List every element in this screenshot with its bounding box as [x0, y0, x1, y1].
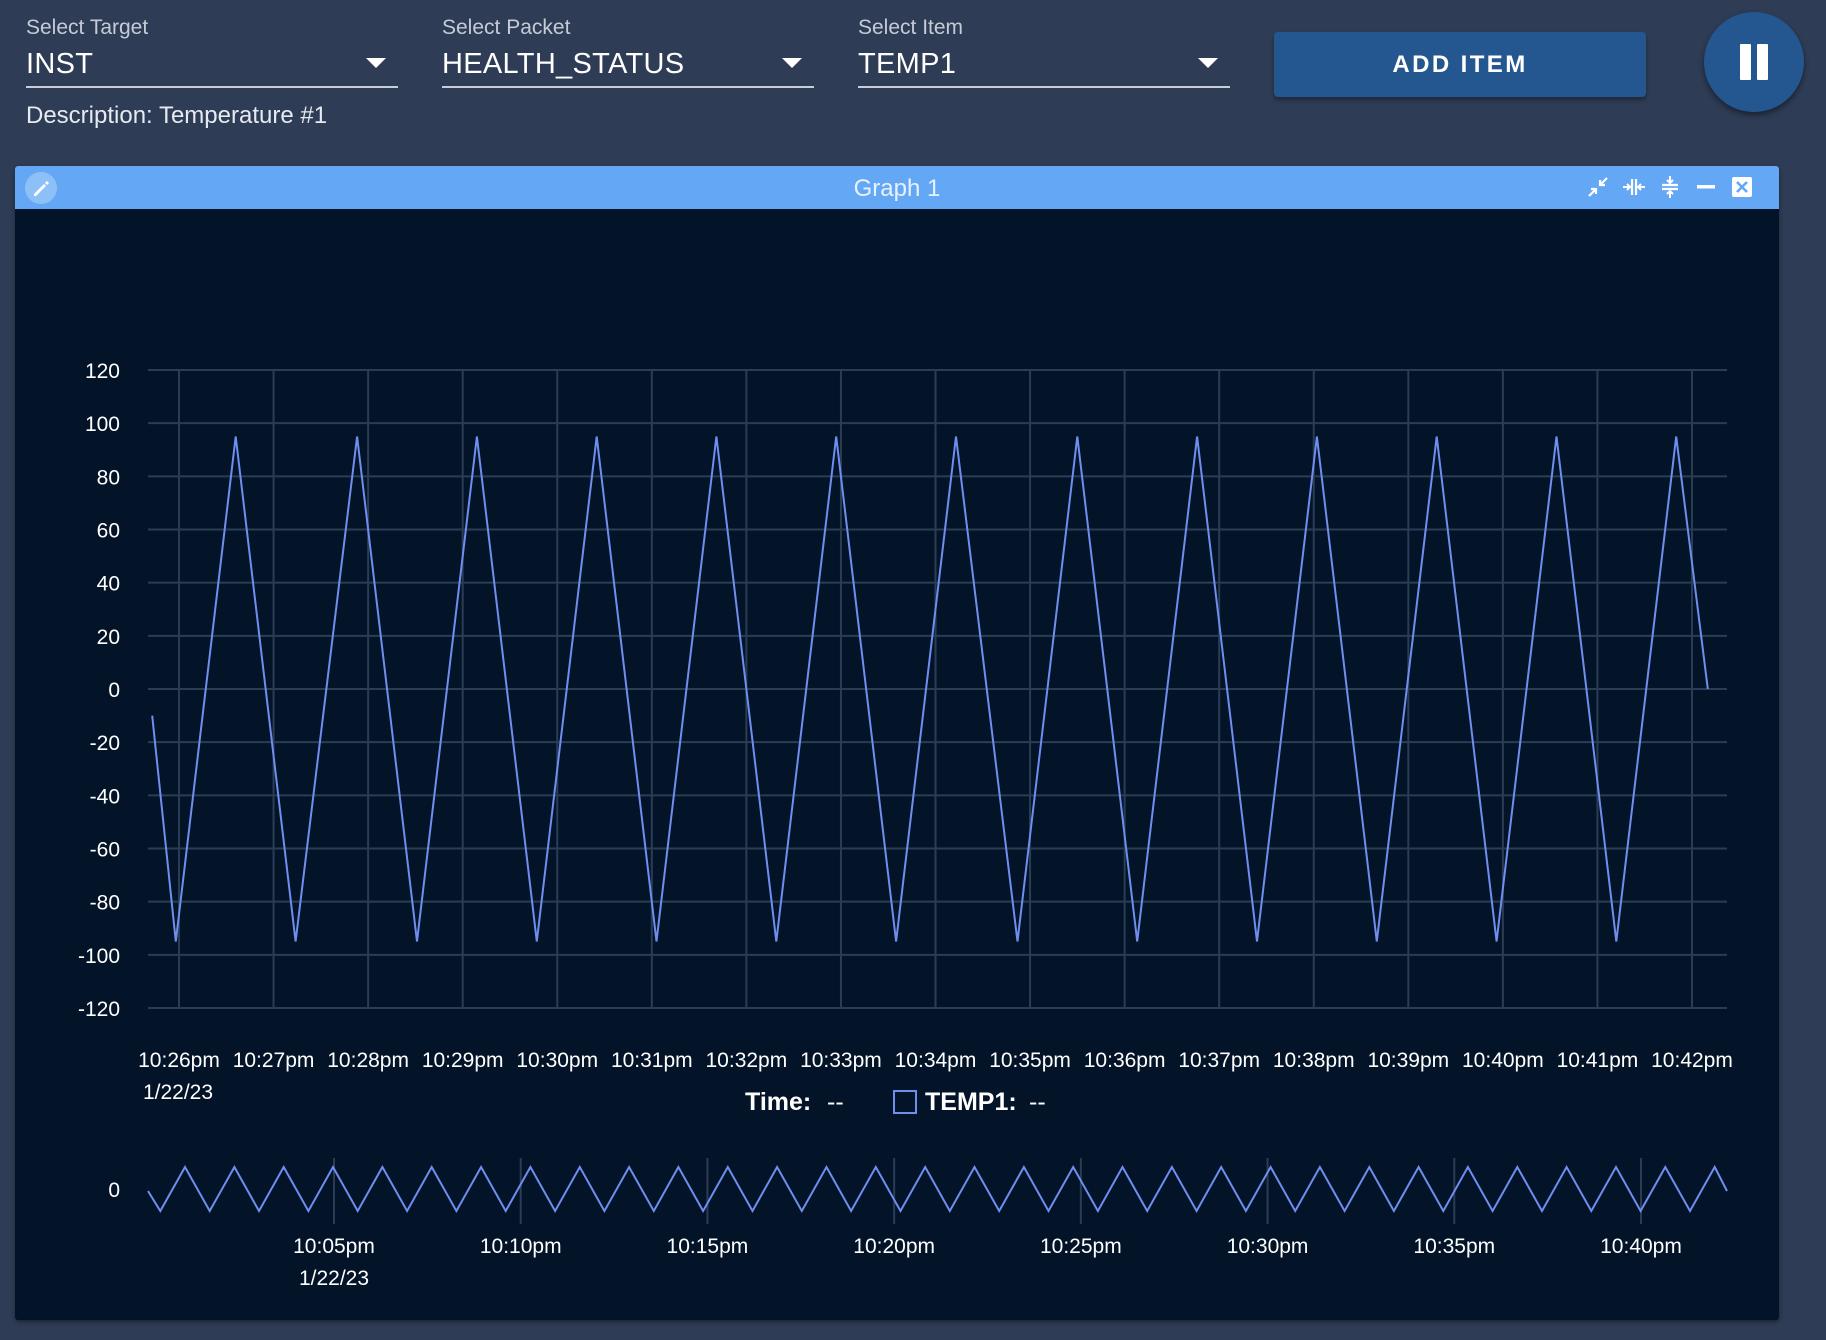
- pause-button[interactable]: [1704, 12, 1804, 112]
- overview-x-tick-label: 10:15pm: [667, 1235, 749, 1258]
- x-tick-label: 10:30pm: [516, 1049, 598, 1072]
- select-item[interactable]: Select Item TEMP1: [858, 14, 1230, 88]
- x-tick-label: 10:27pm: [233, 1049, 315, 1072]
- minimize-icon[interactable]: [1693, 174, 1719, 200]
- x-tick-label: 10:41pm: [1557, 1049, 1639, 1072]
- legend-series-label: TEMP1:: [925, 1088, 1017, 1116]
- x-tick-label: 10:29pm: [422, 1049, 504, 1072]
- add-item-button[interactable]: ADD ITEM: [1274, 32, 1646, 97]
- x-tick-label: 10:40pm: [1462, 1049, 1544, 1072]
- select-underline: [442, 86, 814, 88]
- edit-graph-button[interactable]: [25, 172, 57, 204]
- x-tick-label: 10:28pm: [327, 1049, 409, 1072]
- select-packet-value[interactable]: HEALTH_STATUS: [442, 48, 685, 80]
- overview-x-tick-label: 10:20pm: [853, 1235, 935, 1258]
- chevron-down-icon[interactable]: [782, 58, 802, 68]
- x-tick-label: 10:33pm: [800, 1049, 882, 1072]
- legend-time-value: --: [827, 1088, 844, 1116]
- select-underline: [858, 86, 1230, 88]
- y-tick-label: 60: [97, 520, 120, 543]
- x-tick-label: 10:42pm: [1651, 1049, 1733, 1072]
- y-tick-label: 0: [108, 679, 120, 702]
- main-chart[interactable]: 120 100 80 60 40 20 0 -20 -40 -60 -80 -100 -120 10:2…: [15, 209, 1779, 1109]
- chevron-down-icon[interactable]: [366, 58, 386, 68]
- select-target[interactable]: Select Target INST: [26, 14, 398, 88]
- x-tick-label: 10:32pm: [706, 1049, 788, 1072]
- x-tick-label: 10:26pm: [138, 1049, 220, 1072]
- y-tick-label: 100: [85, 413, 120, 436]
- graph-title: Graph 1: [853, 175, 941, 202]
- select-underline: [26, 86, 398, 88]
- overview-x-tick-label: 10:10pm: [480, 1235, 562, 1258]
- close-icon[interactable]: [1729, 174, 1755, 200]
- y-tick-label: 20: [97, 626, 120, 649]
- graph-panel: Graph 1 120 100 80 60 40 20 0 -20 -40: [15, 166, 1779, 1320]
- y-tick-label: 40: [97, 573, 120, 596]
- x-axis: 10:26pm 10:27pm 10:28pm 10:29pm 10:30pm 10:31…: [138, 1049, 1733, 1104]
- expand-height-icon[interactable]: [1657, 174, 1683, 200]
- y-tick-label: -100: [78, 945, 120, 968]
- graph-header: Graph 1: [15, 166, 1779, 209]
- overview-x-tick-label: 10:05pm: [293, 1235, 375, 1258]
- overview-series-line: [147, 1164, 1728, 1214]
- x-tick-label: 10:31pm: [611, 1049, 693, 1072]
- chevron-down-icon[interactable]: [1198, 58, 1218, 68]
- pencil-icon: [34, 181, 49, 196]
- expand-width-icon[interactable]: [1621, 174, 1647, 200]
- chart-grid: [148, 369, 1727, 1009]
- legend-series-value: --: [1029, 1088, 1046, 1116]
- select-target-label: Select Target: [26, 16, 149, 39]
- overview-chart[interactable]: 0 10:05pm 10:10pm 10:15pm 10:20pm 10:25pm 10:…: [15, 1136, 1779, 1316]
- x-tick-label: 10:36pm: [1084, 1049, 1166, 1072]
- y-tick-label: -120: [78, 998, 120, 1021]
- pause-icon: [1740, 44, 1751, 80]
- overview-x-tick-label: 10:35pm: [1413, 1235, 1495, 1258]
- select-packet[interactable]: Select Packet HEALTH_STATUS: [442, 14, 814, 88]
- chart-legend: Time: -- TEMP1: --: [15, 1088, 1779, 1118]
- y-tick-label: 120: [85, 360, 120, 383]
- item-description: Description: Temperature #1: [26, 102, 328, 129]
- x-date-label: 1/22/23: [143, 1081, 213, 1104]
- y-tick-label: -20: [90, 732, 120, 755]
- select-packet-label: Select Packet: [442, 16, 571, 39]
- y-axis: 120 100 80 60 40 20 0 -20 -40 -60 -80 -100 -120: [78, 360, 120, 1021]
- select-target-value[interactable]: INST: [26, 48, 94, 80]
- x-tick-label: 10:34pm: [895, 1049, 977, 1072]
- overview-x-date-label: 1/22/23: [299, 1267, 369, 1290]
- overview-y-axis: 0: [108, 1179, 120, 1202]
- overview-x-tick-label: 10:40pm: [1600, 1235, 1682, 1258]
- x-tick-label: 10:38pm: [1273, 1049, 1355, 1072]
- overview-y-tick-label: 0: [108, 1179, 120, 1202]
- overview-x-axis: 10:05pm 10:10pm 10:15pm 10:20pm 10:25pm 10:30…: [293, 1235, 1682, 1290]
- select-item-label: Select Item: [858, 16, 964, 39]
- collapse-icon[interactable]: [1585, 174, 1611, 200]
- pause-icon: [1757, 44, 1768, 80]
- legend-series-swatch[interactable]: [893, 1090, 917, 1114]
- y-tick-label: 80: [97, 466, 120, 489]
- legend-time-label: Time:: [745, 1088, 812, 1116]
- y-tick-label: -40: [90, 785, 120, 808]
- x-tick-label: 10:35pm: [989, 1049, 1071, 1072]
- y-tick-label: -80: [90, 892, 120, 915]
- y-tick-label: -60: [90, 839, 120, 862]
- x-tick-label: 10:37pm: [1178, 1049, 1260, 1072]
- overview-x-tick-label: 10:25pm: [1040, 1235, 1122, 1258]
- overview-grid: [333, 1158, 1642, 1224]
- overview-x-tick-label: 10:30pm: [1227, 1235, 1309, 1258]
- x-tick-label: 10:39pm: [1367, 1049, 1449, 1072]
- temp1-series-line: [151, 436, 1709, 942]
- select-item-value[interactable]: TEMP1: [858, 48, 957, 80]
